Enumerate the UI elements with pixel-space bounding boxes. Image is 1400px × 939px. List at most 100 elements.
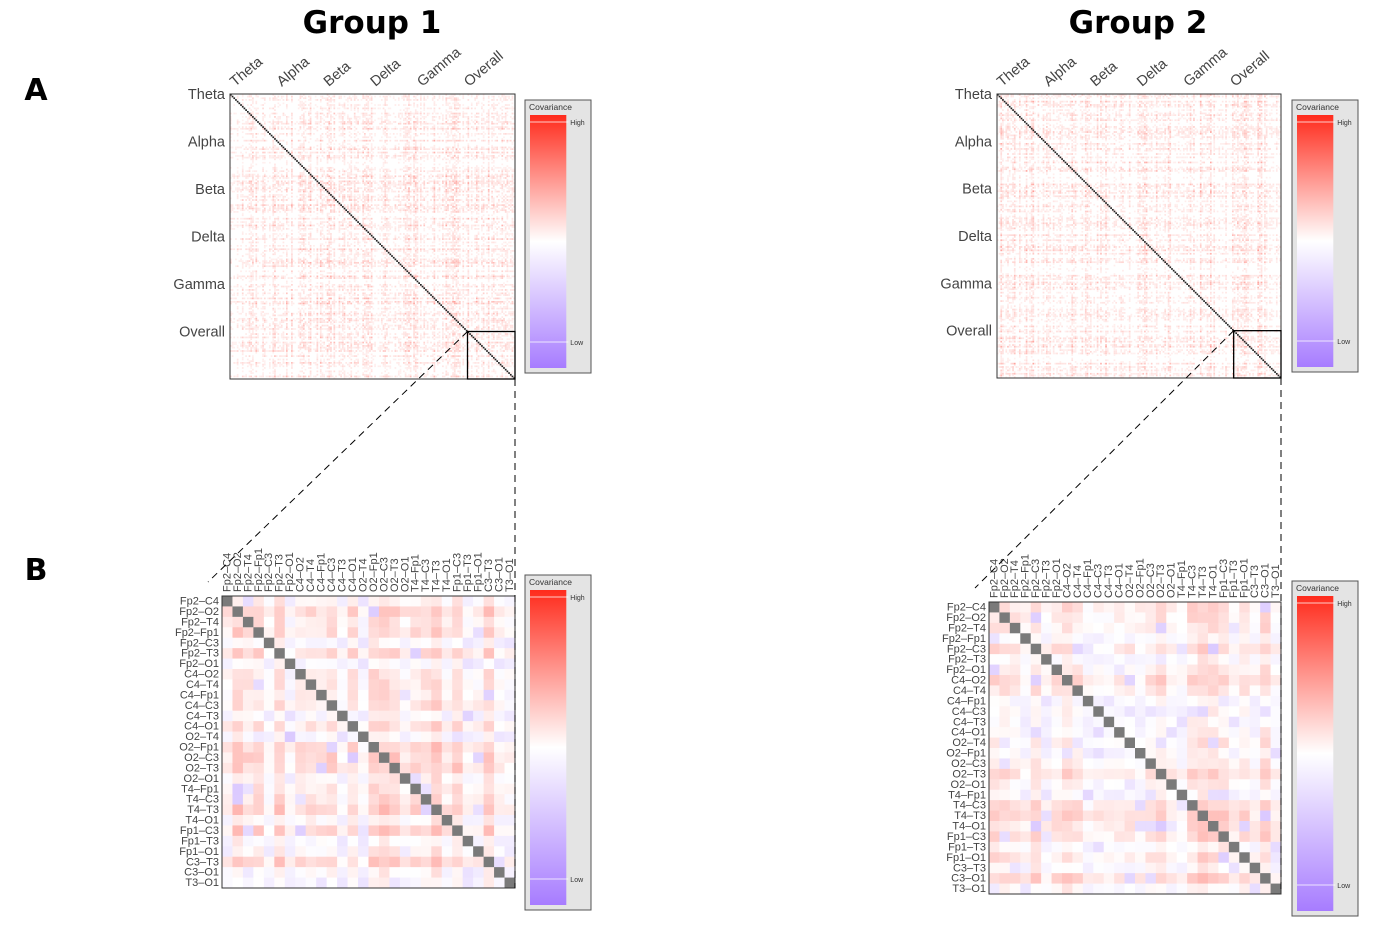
group-1-panel-a-cell — [513, 182, 515, 184]
group-1-panel-a-cell — [447, 122, 449, 125]
group-1-panel-a-cell — [262, 200, 264, 203]
group-1-panel-a-cell — [338, 170, 341, 173]
group-1-panel-a-cell — [308, 175, 310, 178]
group-1-panel-a-cell — [338, 192, 341, 195]
group-1-panel-a-cell — [482, 183, 485, 186]
group-1-panel-a-cell — [369, 114, 371, 117]
group-1-panel-a-cell — [245, 151, 247, 154]
group-1-panel-a-cell — [394, 217, 397, 220]
group-1-panel-a-cell — [348, 131, 351, 134]
group-1-panel-a-cell — [450, 158, 453, 161]
group-1-panel-a-cell — [492, 112, 495, 115]
group-1-panel-a-cell — [313, 185, 315, 188]
group-1-panel-a-cell — [486, 126, 488, 128]
group-1-panel-a-cell — [401, 116, 404, 118]
group-1-panel-a-cell — [465, 122, 468, 125]
group-1-panel-a-cell — [464, 156, 466, 159]
group-1-panel-a-cell — [348, 172, 351, 174]
group-1-panel-a-cell — [263, 175, 266, 178]
group-1-panel-a-cell — [475, 182, 478, 184]
group-1-panel-a-cell — [330, 216, 332, 218]
group-1-panel-a-cell — [467, 195, 470, 198]
group-1-panel-a-cell — [299, 177, 302, 179]
group-1-panel-a-cell — [285, 121, 288, 123]
group-1-panel-a-cell — [341, 214, 344, 217]
group-1-panel-a-cell — [486, 217, 488, 220]
group-1-panel-a-cell — [511, 211, 514, 213]
group-1-panel-a-cell — [481, 117, 483, 120]
group-1-panel-a-cell — [465, 107, 468, 110]
group-1-panel-a-cell — [503, 136, 505, 139]
group-1-panel-a-cell — [365, 117, 368, 120]
group-1-panel-a-cell — [309, 110, 312, 113]
group-1-panel-a-cell — [287, 217, 290, 220]
group-1-panel-a-cell — [277, 156, 280, 159]
group-1-panel-a-cell — [343, 136, 346, 139]
group-1-panel-a-cell — [387, 170, 390, 173]
group-1-panel-a-cell — [302, 155, 305, 157]
group-1-panel-a-cell — [452, 117, 454, 120]
group-1-panel-a-cell — [494, 122, 497, 125]
group-1-panel-a-cell — [501, 117, 504, 120]
group-1-panel-a-cell — [420, 209, 422, 212]
group-1-panel-a-cell — [438, 163, 441, 166]
group-1-panel-a-cell — [350, 148, 353, 150]
group-1-panel-a-cell — [275, 217, 278, 220]
group-1-panel-a-cell — [408, 209, 410, 212]
group-1-panel-a-cell — [482, 182, 485, 184]
group-1-panel-a-cell — [475, 151, 478, 154]
group-1-panel-a-cell — [496, 110, 499, 113]
group-1-panel-a-cell — [413, 165, 415, 167]
group-1-panel-a-cell — [408, 144, 410, 147]
group-1-panel-a-cell — [380, 121, 383, 123]
group-1-panel-a-cell — [498, 166, 500, 169]
group-1-panel-a-cell — [379, 180, 381, 183]
group-1-panel-a-cell — [475, 133, 478, 135]
group-1-panel-a-cell — [272, 122, 275, 125]
group-1-panel-a-cell — [455, 207, 458, 210]
group-1-panel-a-cell — [423, 199, 426, 201]
group-1-panel-a-cell — [453, 124, 456, 127]
group-1-panel-a-cell — [350, 160, 353, 162]
group-1-panel-a-cell — [443, 133, 446, 135]
group-1-panel-a-cell — [418, 121, 420, 123]
group-1-panel-a-cell — [316, 160, 319, 162]
group-1-panel-a-cell — [396, 133, 398, 135]
group-1-panel-a-cell — [236, 204, 239, 206]
group-1-panel-a-cell — [452, 219, 454, 222]
group-1-panel-a-cell — [350, 122, 353, 125]
group-1-panel-a-cell — [330, 204, 332, 206]
group-1-panel-a-cell — [308, 199, 310, 201]
group-1-panel-a-cell — [394, 204, 397, 206]
group-1-panel-a-cell — [392, 127, 395, 130]
group-1-panel-a-cell — [285, 117, 288, 120]
group-1-panel-a-cell — [338, 149, 341, 152]
group-1-panel-a-cell — [287, 170, 290, 173]
group-1-panel-a-cell — [364, 107, 366, 110]
group-1-panel-a-cell — [241, 221, 244, 223]
group-1-panel-a-cell — [433, 160, 436, 162]
group-1-panel-a-cell — [477, 177, 480, 179]
group-1-panel-a-cell — [486, 197, 488, 200]
group-1-panel-a-cell — [235, 189, 237, 191]
group-1-panel-a-cell — [420, 144, 422, 147]
group-1-panel-a-cell — [401, 112, 404, 115]
group-1-panel-a-cell — [413, 172, 415, 174]
group-1-panel-a-cell — [308, 177, 310, 179]
group-1-panel-a-cell — [414, 151, 417, 154]
group-1-panel-a-cell — [408, 153, 410, 156]
group-1-panel-a-cell — [467, 144, 470, 147]
group-1-panel-a-cell — [255, 146, 258, 149]
group-1-panel-a-cell — [447, 205, 449, 208]
group-1-panel-a-cell — [347, 117, 349, 120]
group-1-panel-a-cell — [291, 122, 293, 125]
group-1-panel-a-cell — [414, 109, 417, 111]
group-1-panel-a-cell — [503, 205, 505, 208]
group-1-panel-a-cell — [302, 158, 305, 161]
group-1-panel-a-cell — [496, 126, 499, 128]
group-1-panel-a-cell — [316, 209, 319, 212]
group-1-panel-a-cell — [330, 195, 332, 198]
group-1-panel-a-cell — [355, 189, 358, 191]
group-1-panel-a-cell — [236, 183, 239, 186]
group-1-panel-a-cell — [367, 194, 370, 196]
